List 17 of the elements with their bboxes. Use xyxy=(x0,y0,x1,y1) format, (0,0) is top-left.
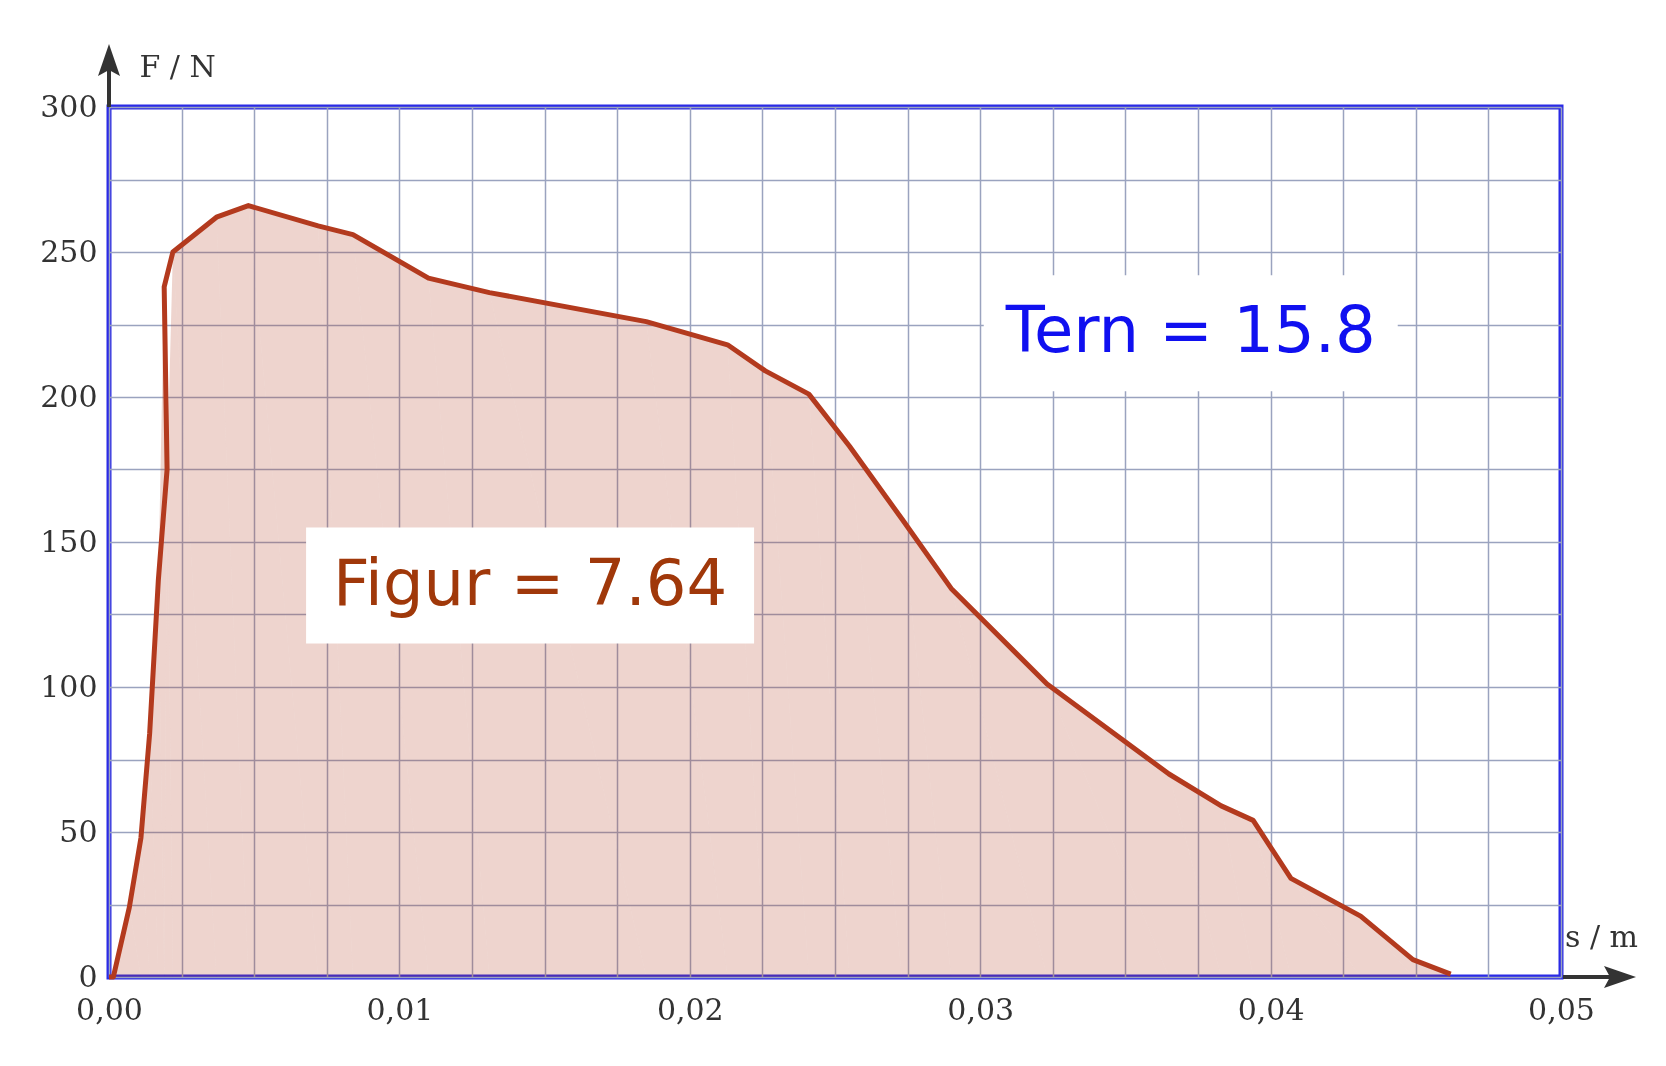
y-tick-label: 300 xyxy=(40,88,98,124)
y-tick-label: 150 xyxy=(40,523,98,559)
x-tick-label: 0,02 xyxy=(656,991,724,1027)
y-tick-label: 0 xyxy=(78,958,98,994)
y-tick-label: 250 xyxy=(40,233,98,269)
x-axis-title: s / m xyxy=(1564,918,1639,954)
x-tick-label: 0,04 xyxy=(1237,991,1305,1027)
x-tick-label: 0,05 xyxy=(1528,991,1595,1027)
x-tick-label: 0,00 xyxy=(76,991,143,1027)
x-tick-label: 0,01 xyxy=(366,991,434,1027)
y-tick-label: 100 xyxy=(40,668,98,704)
y-tick-label: 50 xyxy=(59,813,98,849)
annotation: Figur = 7.64 xyxy=(332,545,728,620)
x-tick-label: 0,03 xyxy=(947,991,1015,1027)
y-tick-label: 200 xyxy=(40,378,98,414)
y-axis-title: F / N xyxy=(139,48,216,84)
annotation: Tern = 15.8 xyxy=(1004,293,1376,368)
